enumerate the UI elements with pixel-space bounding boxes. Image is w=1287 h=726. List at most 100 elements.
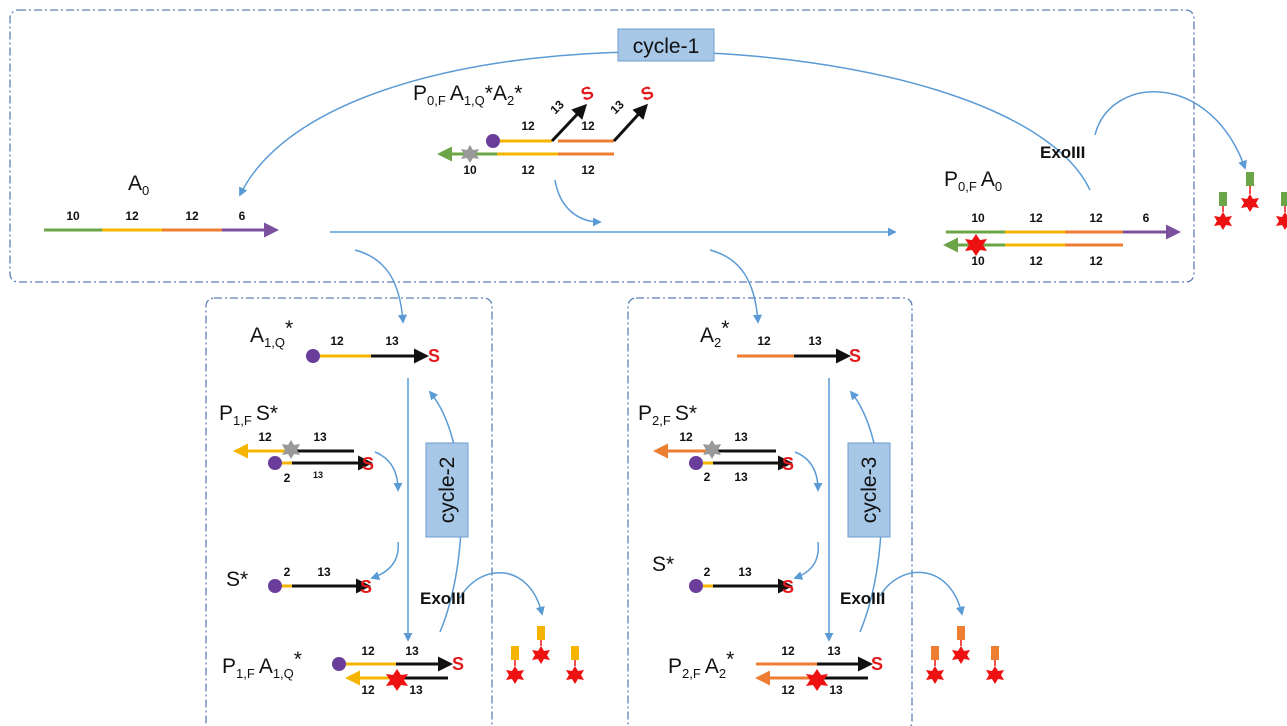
cycle-2-label: cycle-2	[425, 442, 469, 538]
duplex-P1F-A1Q: P1,F A1,Q* S 12 13 12 13	[222, 644, 464, 697]
label-A1Q: A1,Q*	[250, 317, 293, 350]
svg-text:12: 12	[521, 119, 535, 133]
svg-text:13: 13	[405, 644, 419, 658]
svg-text:13: 13	[738, 565, 752, 579]
svg-text:S: S	[849, 346, 861, 366]
svg-text:2: 2	[284, 565, 291, 579]
svg-text:S: S	[782, 454, 794, 474]
svg-text:S: S	[428, 346, 440, 366]
label-P1F-A1Q: P1,F A1,Q*	[222, 648, 302, 681]
svg-text:12: 12	[581, 163, 595, 177]
svg-text:6: 6	[1143, 211, 1150, 225]
svg-text:10: 10	[971, 211, 985, 225]
cycle-1-label: cycle-1	[617, 28, 715, 62]
cycle-2-frame	[205, 297, 493, 726]
exoiii-label-top: ExoIII	[1040, 143, 1085, 162]
duplex-P0F-A0: P0,F A0 10 12 12 6 10 12 12	[943, 168, 1181, 268]
complex-to-product-arrow	[554, 179, 602, 227]
label-S-right: S*	[652, 553, 674, 576]
cycle-2-text: cycle-2	[436, 457, 459, 524]
svg-text:S: S	[452, 654, 464, 674]
svg-text:13: 13	[409, 683, 423, 697]
exo-release-arrow-top	[1094, 91, 1247, 170]
svg-text:13: 13	[808, 334, 822, 348]
svg-text:S: S	[578, 82, 596, 105]
svg-text:12: 12	[757, 334, 771, 348]
svg-text:13: 13	[734, 470, 748, 484]
label-S-left: S*	[226, 568, 248, 591]
label-P1F-S: P1,F S*	[219, 402, 278, 428]
svg-text:2: 2	[704, 470, 711, 484]
svg-text:12: 12	[185, 209, 199, 223]
cycle-3-text: cycle-3	[858, 457, 881, 524]
svg-text:12: 12	[361, 644, 375, 658]
released-fluorophores-c2	[506, 626, 584, 684]
strand-S-right: S* S 2 13	[652, 553, 794, 597]
exoiii-label-c2: ExoIII	[420, 589, 465, 608]
cycle-1-return-arrow	[239, 50, 1091, 197]
svg-text:13: 13	[547, 97, 567, 117]
strand-A0: A0 10 12 12 6	[44, 172, 279, 238]
strand-A1Q: A1,Q* S 12 13	[250, 317, 440, 366]
svg-text:12: 12	[330, 334, 344, 348]
svg-text:12: 12	[781, 644, 795, 658]
complex-P0F-A1Q-A2: P0,F A1,Q*A2* S S 12 13 12 13 10 12 12	[413, 82, 656, 177]
svg-text:13: 13	[829, 683, 843, 697]
duplex-P2F-A2: P2,F A2* S 12 13 12 13	[668, 644, 883, 697]
svg-text:13: 13	[607, 97, 627, 117]
svg-text:13: 13	[827, 644, 841, 658]
label-P0F-A0: P0,F A0	[944, 168, 1002, 194]
duplex-P1F-S: P1,F S* 12 13 S 2 13	[219, 402, 374, 485]
svg-text:10: 10	[463, 163, 477, 177]
svg-text:12: 12	[521, 163, 535, 177]
label-A0: A0	[128, 172, 149, 198]
to-cycle-3-arrow	[709, 249, 762, 324]
svg-text:10: 10	[971, 254, 985, 268]
cycle-3-label: cycle-3	[847, 442, 891, 538]
svg-text:12: 12	[1029, 211, 1043, 225]
svg-text:12: 12	[1089, 254, 1103, 268]
svg-text:2: 2	[284, 471, 291, 485]
svg-text:S: S	[782, 577, 794, 597]
svg-text:13: 13	[385, 334, 399, 348]
cycle-3-frame	[627, 297, 913, 726]
svg-text:12: 12	[1029, 254, 1043, 268]
label-P0F-A1Q-A2: P0,F A1,Q*A2*	[413, 82, 522, 108]
exo-release-arrow-c2	[459, 571, 545, 616]
svg-text:12: 12	[258, 430, 272, 444]
svg-text:S: S	[871, 654, 883, 674]
label-P2F-A2: P2,F A2*	[668, 648, 734, 681]
svg-text:13: 13	[317, 565, 331, 579]
cycle-2-s-arrow-1	[374, 451, 403, 492]
svg-text:2: 2	[704, 565, 711, 579]
exo-release-arrow-c3	[879, 571, 965, 616]
released-fluorophores-top	[1214, 172, 1287, 230]
svg-text:12: 12	[581, 119, 595, 133]
cycle-3-s-arrow-2	[793, 541, 820, 580]
cycle-3-s-arrow-1	[794, 451, 823, 492]
svg-text:13: 13	[313, 430, 327, 444]
svg-text:12: 12	[1089, 211, 1103, 225]
to-cycle-2-arrow	[354, 249, 407, 324]
cycle-2-s-arrow-2	[370, 541, 399, 580]
label-A2: A2*	[700, 317, 729, 350]
label-P2F-S: P2,F S*	[638, 402, 697, 428]
svg-text:12: 12	[125, 209, 139, 223]
svg-text:12: 12	[679, 430, 693, 444]
svg-text:13: 13	[313, 470, 323, 480]
svg-text:13: 13	[734, 430, 748, 444]
svg-text:S: S	[362, 454, 374, 474]
svg-text:6: 6	[239, 209, 246, 223]
strand-S-left: S* S 2 13	[226, 565, 372, 597]
svg-text:S: S	[638, 82, 656, 105]
svg-text:10: 10	[66, 209, 80, 223]
cycle-1-text: cycle-1	[633, 35, 700, 58]
strand-A2: A2* S 12 13	[700, 317, 861, 366]
cycle-1-frame	[9, 9, 1195, 283]
exoiii-label-c3: ExoIII	[840, 589, 885, 608]
released-fluorophores-c3	[926, 626, 1004, 684]
duplex-P2F-S: P2,F S* 12 13 S 2 13	[638, 402, 794, 484]
svg-text:12: 12	[361, 683, 375, 697]
svg-text:S: S	[360, 577, 372, 597]
